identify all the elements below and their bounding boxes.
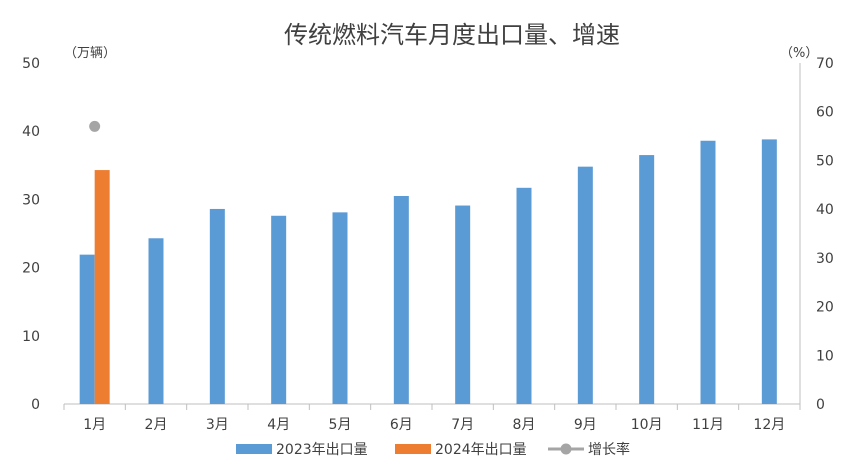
bar-2023: [516, 187, 532, 404]
legend: 2023年出口量 2024年出口量 增长率: [236, 441, 630, 458]
bar-2023: [577, 166, 593, 404]
right-tick-label: 30: [816, 251, 834, 267]
category-label: 9月: [574, 417, 597, 433]
legend-swatch-marker: [560, 443, 572, 455]
right-axis-unit: （%）: [780, 46, 818, 61]
category-label: 8月: [513, 417, 536, 433]
right-axis-ticks: 0 10 20 30 40 50 60 70: [816, 56, 834, 413]
category-label: 4月: [267, 417, 290, 433]
bar-2023: [393, 195, 409, 404]
bar-2023: [271, 215, 287, 404]
category-label: 3月: [206, 417, 229, 433]
legend-swatch: [236, 444, 272, 454]
category-label: 5月: [329, 417, 352, 433]
right-tick-label: 10: [816, 348, 834, 364]
left-axis-unit: （万辆）: [64, 46, 116, 61]
category-label: 10月: [631, 417, 663, 433]
right-tick-label: 20: [816, 300, 834, 316]
left-axis-ticks: 0 10 20 30 40 50: [22, 56, 40, 413]
category-labels: 1月 2月 3月 4月 5月 6月 7月 8月 9月 10月 11月 12月: [83, 417, 785, 433]
right-tick-label: 50: [816, 153, 834, 169]
legend-label: 增长率: [588, 441, 630, 458]
axes: [63, 63, 801, 410]
bar-2023: [209, 208, 225, 404]
bar-2023: [639, 155, 655, 404]
left-tick-label: 40: [22, 124, 40, 140]
left-tick-label: 50: [22, 56, 40, 72]
legend-swatch: [395, 444, 431, 454]
left-tick-label: 30: [22, 192, 40, 208]
bars: [79, 139, 777, 405]
bar-2023: [761, 139, 777, 404]
right-tick-label: 0: [816, 397, 825, 413]
category-label: 12月: [753, 417, 785, 433]
bar-2024: [94, 170, 110, 404]
growth-point: [89, 120, 101, 132]
category-label: 2月: [145, 417, 168, 433]
legend-label: 2024年出口量: [435, 442, 527, 458]
left-tick-label: 20: [22, 261, 40, 277]
left-tick-label: 10: [22, 329, 40, 345]
bar-2023: [79, 254, 95, 404]
bar-2023: [332, 212, 348, 404]
category-label: 7月: [451, 417, 474, 433]
bar-2023: [148, 238, 164, 404]
chart-title: 传统燃料汽车月度出口量、增速: [284, 21, 620, 49]
legend-label: 2023年出口量: [276, 442, 368, 458]
bar-2023: [700, 140, 716, 405]
left-tick-label: 0: [31, 397, 40, 413]
category-label: 6月: [390, 417, 413, 433]
growth-points: [89, 120, 101, 132]
bar-2023: [455, 205, 471, 404]
right-tick-label: 70: [816, 56, 834, 72]
right-tick-label: 40: [816, 202, 834, 218]
right-tick-label: 60: [816, 105, 834, 121]
category-label: 11月: [692, 417, 724, 433]
category-label: 1月: [83, 417, 106, 433]
